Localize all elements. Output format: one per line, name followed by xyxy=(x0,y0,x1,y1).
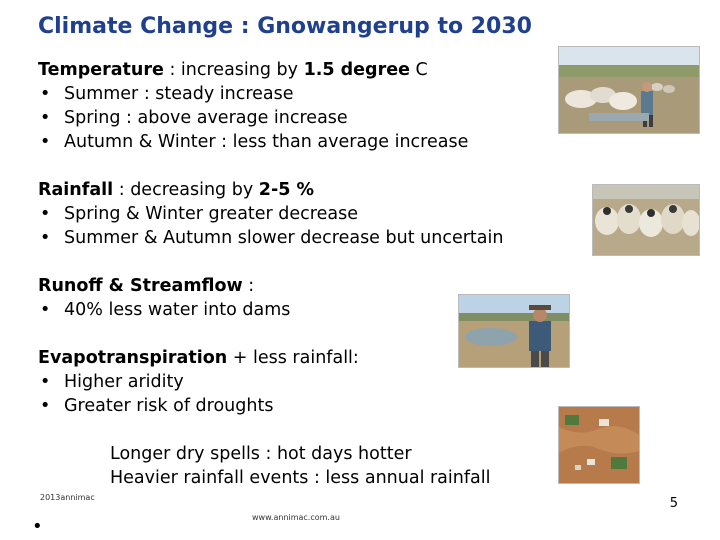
temperature-section: Temperature : increasing by 1.5 degree C… xyxy=(38,58,468,154)
list-item: Summer : steady increase xyxy=(38,82,468,106)
temperature-label: Temperature xyxy=(38,60,164,80)
page-number: 5 xyxy=(669,496,678,511)
runoff-text: : xyxy=(242,276,255,296)
sheep-photo xyxy=(592,184,700,256)
evapo-section: Evapotranspiration + less rainfall: High… xyxy=(38,346,359,418)
list-item: Higher aridity xyxy=(38,370,359,394)
cattle-photo xyxy=(558,46,700,134)
temperature-heading: Temperature : increasing by 1.5 degree C xyxy=(38,58,468,82)
list-item: Spring : above average increase xyxy=(38,106,468,130)
temperature-value: 1.5 degree xyxy=(303,60,410,80)
temperature-text: : increasing by xyxy=(163,60,304,80)
evapo-heading: Evapotranspiration + less rainfall: xyxy=(38,346,359,370)
website-link[interactable]: www.annimac.com.au xyxy=(252,513,340,522)
evapo-label: Evapotranspiration xyxy=(38,348,228,368)
runoff-label: Runoff & Streamflow xyxy=(38,276,243,296)
rainfall-heading: Rainfall : decreasing by 2-5 % xyxy=(38,178,503,202)
rainfall-text: : decreasing by xyxy=(113,180,259,200)
flood-aerial-photo xyxy=(558,406,640,484)
list-item: Greater risk of droughts xyxy=(38,394,359,418)
runoff-heading: Runoff & Streamflow : xyxy=(38,274,290,298)
summary-line-1: Longer dry spells : hot days hotter xyxy=(110,444,412,464)
empty-bullet: • xyxy=(32,516,43,537)
runoff-section: Runoff & Streamflow : 40% less water int… xyxy=(38,274,290,322)
rainfall-label: Rainfall xyxy=(38,180,114,200)
list-item: 40% less water into dams xyxy=(38,298,290,322)
slide-title: Climate Change : Gnowangerup to 2030 xyxy=(38,14,532,39)
copyright-text: 2013annimac xyxy=(40,493,95,502)
farmer-dam-photo xyxy=(458,294,570,368)
rainfall-value: 2-5 % xyxy=(258,180,315,200)
list-item: Autumn & Winter : less than average incr… xyxy=(38,130,468,154)
temperature-unit: C xyxy=(409,60,428,80)
evapo-text: + less rainfall: xyxy=(227,348,359,368)
rainfall-section: Rainfall : decreasing by 2-5 % Spring & … xyxy=(38,178,503,250)
summary-line-2: Heavier rainfall events : less annual ra… xyxy=(110,468,491,488)
list-item: Summer & Autumn slower decrease but unce… xyxy=(38,226,503,250)
list-item: Spring & Winter greater decrease xyxy=(38,202,503,226)
